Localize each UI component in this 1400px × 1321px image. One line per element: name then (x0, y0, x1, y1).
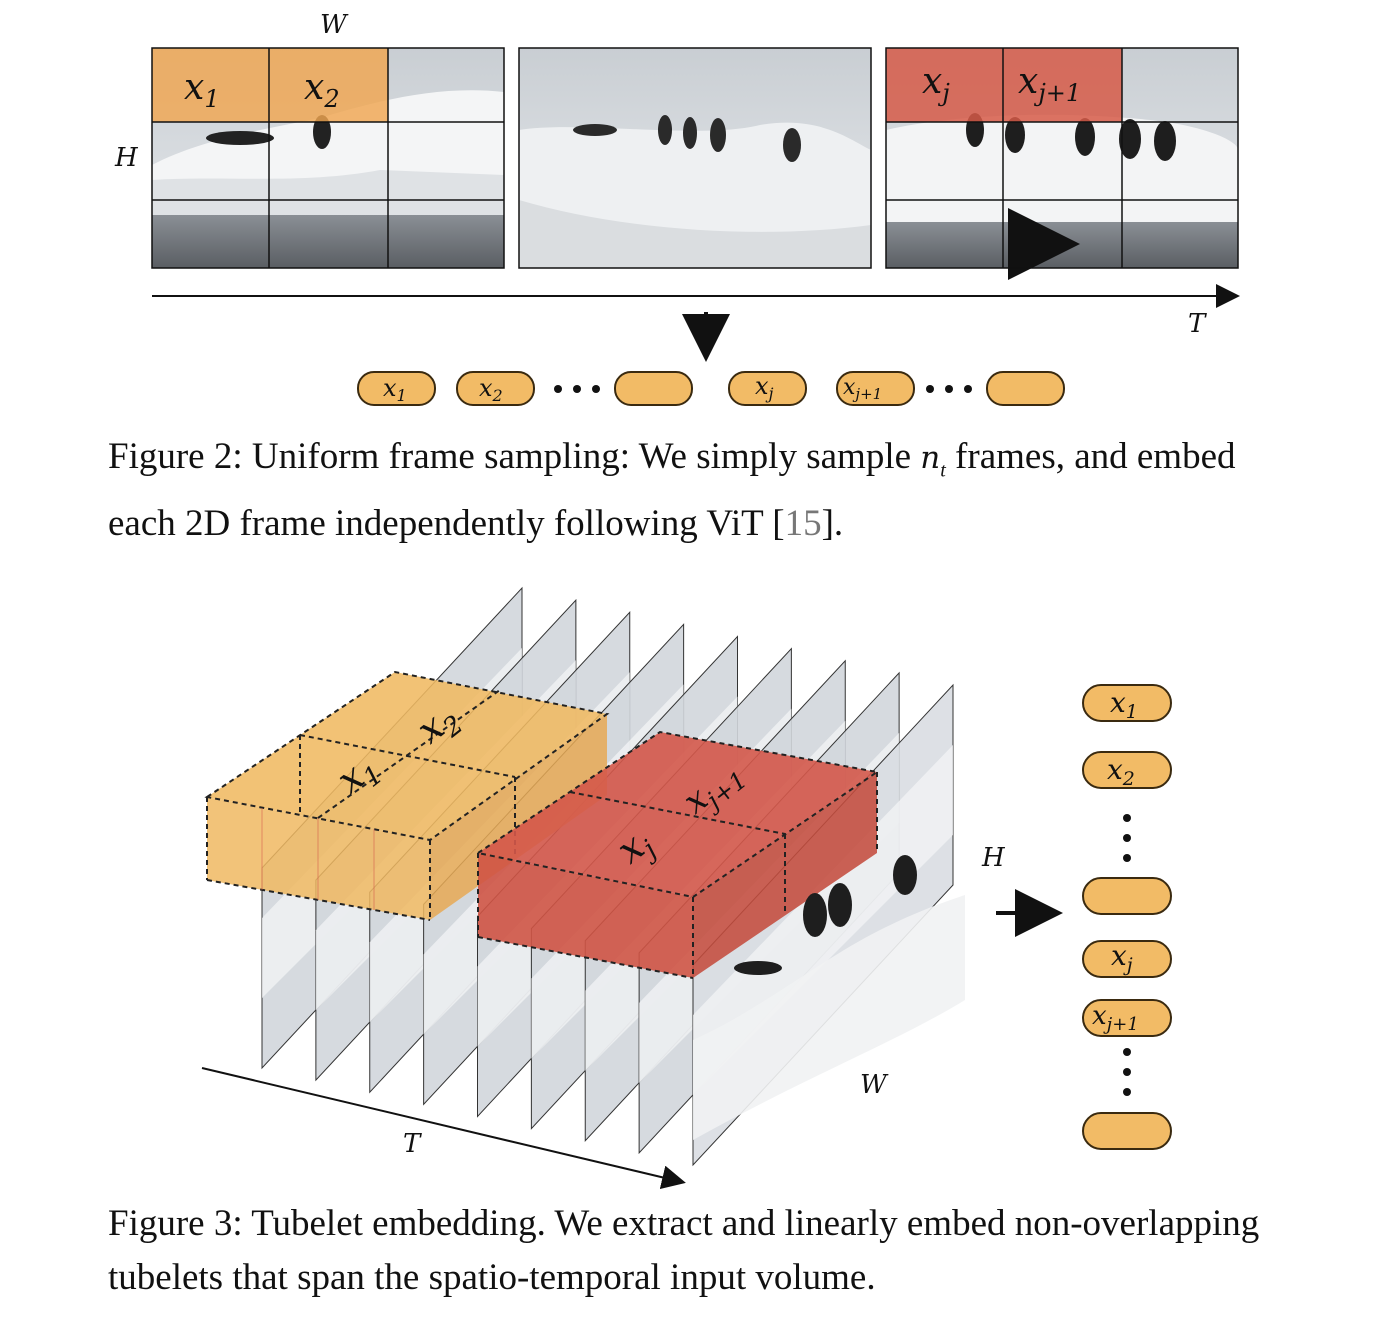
penguin-icon (313, 115, 331, 149)
token-label-x2: x2 (1107, 753, 1135, 790)
patch-label-x2: x2 (304, 67, 340, 113)
fig2-t-label: T (1188, 309, 1207, 339)
figure-2-caption: Figure 2: Uniform frame sampling: We sim… (108, 436, 1236, 545)
token (1082, 940, 1172, 978)
tubelet-red: xj xj+1 (475, 730, 880, 979)
ellipsis-dots (1123, 814, 1131, 862)
ellipsis-dots (926, 385, 972, 393)
penguin-icon (206, 131, 274, 145)
patch-highlight (152, 48, 388, 122)
token (1082, 999, 1172, 1037)
figure-3-caption: Figure 3: Tubelet embedding. We extract … (108, 1203, 1260, 1298)
penguin-icon (683, 117, 697, 149)
penguin-icon (1075, 118, 1095, 156)
token (836, 371, 915, 406)
figure-3: x1 x2 xj xj+1 (201, 586, 1172, 1190)
penguin-icon (710, 118, 726, 152)
fig3-h-label: H (981, 843, 1006, 873)
frame-1: x1 x2 (151, 47, 505, 269)
frame-2 (518, 47, 872, 269)
token (728, 371, 807, 406)
tubelet-orange: x1 x2 (204, 670, 610, 921)
token (456, 371, 535, 406)
token (357, 371, 436, 406)
front-frame-content (693, 855, 965, 1140)
penguin-icon (1005, 117, 1025, 153)
penguin-icon (1154, 121, 1176, 161)
token (1082, 684, 1172, 722)
ellipsis-dots (554, 385, 600, 393)
penguin-icon (658, 115, 672, 145)
penguin-icon (893, 855, 917, 895)
ellipsis-dots (1123, 1048, 1131, 1096)
token (1082, 751, 1172, 789)
penguin-icon (783, 128, 801, 162)
time-axis (201, 1067, 686, 1190)
fig2-h-label: H (114, 143, 139, 173)
penguin-icon (734, 961, 782, 975)
penguin-icon (828, 883, 852, 927)
fig3-w-label: W (860, 1070, 889, 1100)
token (1082, 877, 1172, 915)
fig2-token-sequence: x1 x2 xj xj+1 (357, 371, 1065, 406)
penguin-icon (573, 124, 617, 136)
penguin-icon (1119, 119, 1141, 159)
token (1082, 1112, 1172, 1150)
frame-3: xj xj+1 (885, 47, 1239, 280)
patch-label-x1: x1 (184, 67, 220, 113)
token (614, 371, 693, 406)
fig3-t-label: T (403, 1129, 422, 1159)
patch-highlight (886, 48, 1122, 122)
penguin-icon (803, 893, 827, 937)
fig2-w-label: W (320, 10, 349, 40)
token (986, 371, 1065, 406)
fig3-token-sequence: x1 x2 xj xj+1 (1082, 684, 1172, 1150)
figure-2: W H x1 x2 (114, 10, 1240, 406)
